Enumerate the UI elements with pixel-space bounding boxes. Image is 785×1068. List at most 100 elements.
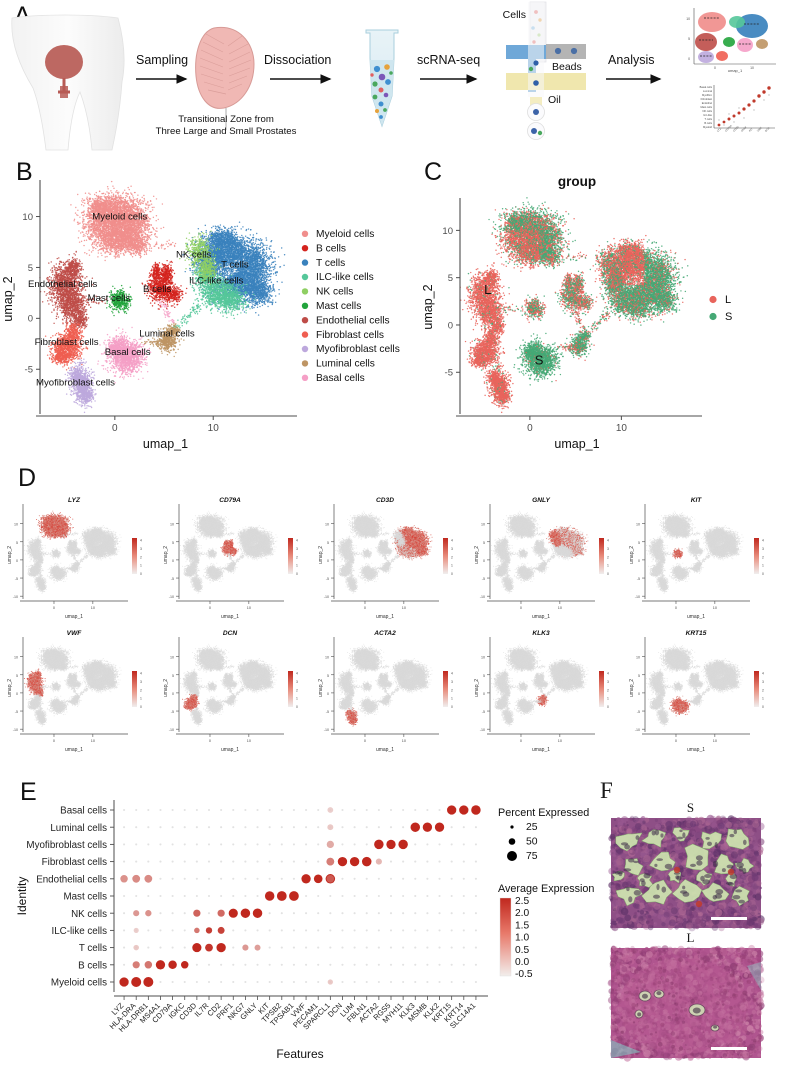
svg-text:Basal cells: Basal cells bbox=[700, 85, 713, 89]
cluster-label: Luminal cells bbox=[139, 329, 195, 340]
dotplot-dot bbox=[390, 809, 392, 811]
dotplot-dot bbox=[414, 929, 416, 931]
dotplot-ytick: Luminal cells bbox=[50, 823, 107, 834]
legend-dot bbox=[302, 231, 308, 237]
dotplot-dot bbox=[414, 964, 416, 966]
histology-image-s bbox=[611, 818, 761, 928]
colorbar bbox=[754, 538, 759, 574]
legend-dot bbox=[302, 375, 308, 381]
dotplot-dot bbox=[390, 929, 392, 931]
dotplot-dot bbox=[366, 947, 368, 949]
dotplot-dot bbox=[220, 895, 222, 897]
dotplot-dot bbox=[451, 878, 453, 880]
dotplot-dot bbox=[438, 878, 440, 880]
dotplot-dot bbox=[232, 843, 234, 845]
dotplot-dot bbox=[184, 912, 186, 914]
dotplot-dot bbox=[172, 912, 174, 914]
dotplot-dot bbox=[438, 981, 440, 983]
dotplot-dot bbox=[354, 947, 356, 949]
dotplot-dot bbox=[390, 912, 392, 914]
tube-illustration bbox=[366, 30, 398, 126]
dotplot-dot bbox=[134, 928, 139, 933]
dotplot-dot bbox=[218, 927, 225, 934]
dotplot-dot bbox=[438, 861, 440, 863]
dotplot-dot bbox=[232, 895, 234, 897]
dotplot-dot bbox=[269, 912, 271, 914]
dotplot-dot bbox=[208, 861, 210, 863]
dotplot-dot bbox=[281, 843, 283, 845]
cluster-label: T cells bbox=[221, 259, 249, 270]
dotplot-ytick: Mast cells bbox=[63, 892, 107, 903]
dotplot-dot bbox=[341, 895, 343, 897]
dotplot-dot bbox=[196, 981, 198, 983]
color-legend-tick: 1.5 bbox=[515, 920, 529, 931]
panel-b-xlabel: umap_1 bbox=[143, 437, 188, 451]
panel-f-label-s: S bbox=[596, 800, 785, 816]
microfluidics-illustration: Cells Beads Oil bbox=[503, 2, 586, 140]
featureplot-ylabel: umap_2 bbox=[629, 679, 635, 697]
dotplot-dot bbox=[196, 861, 198, 863]
dotplot-dot bbox=[277, 891, 287, 901]
dotplot-dot bbox=[232, 809, 234, 811]
dotplot-dot bbox=[451, 964, 453, 966]
featureplot-xlabel: umap_1 bbox=[376, 614, 394, 620]
step-label-scrnaseq: scRNA-seq bbox=[417, 53, 480, 67]
dotplot-dot bbox=[463, 947, 465, 949]
dotplot-dot bbox=[366, 878, 368, 880]
dotplot-dot bbox=[123, 861, 125, 863]
dotplot-dot bbox=[426, 895, 428, 897]
svg-text:T cells: T cells bbox=[705, 117, 713, 121]
dotplot-dot bbox=[475, 912, 477, 914]
colorbar bbox=[288, 671, 293, 707]
featureplot-title: CD79A bbox=[219, 497, 241, 504]
dotplot-dot bbox=[354, 843, 356, 845]
dotplot-dot bbox=[426, 861, 428, 863]
legend-label: Myeloid cells bbox=[316, 229, 374, 240]
legend-dot bbox=[709, 296, 716, 303]
dotplot-dot bbox=[123, 895, 125, 897]
dotplot-dot bbox=[327, 824, 333, 830]
dotplot-dot bbox=[366, 895, 368, 897]
dotplot-dot bbox=[256, 826, 258, 828]
dotplot-dot bbox=[376, 859, 382, 865]
tissue-caption-line1: Transitional Zone from bbox=[178, 114, 274, 125]
legend-dot bbox=[302, 346, 308, 352]
color-legend-tick: -0.5 bbox=[515, 969, 533, 980]
dotplot-dot bbox=[168, 961, 176, 969]
dotplot-dot bbox=[147, 826, 149, 828]
dotplot-dot bbox=[426, 981, 428, 983]
dotplot-dot bbox=[414, 912, 416, 914]
dotplot-dot bbox=[341, 947, 343, 949]
dotplot-dot bbox=[390, 826, 392, 828]
legend-label: ILC-like cells bbox=[316, 272, 374, 283]
svg-text:Fibroblast: Fibroblast bbox=[701, 97, 713, 101]
dotplot-dot bbox=[229, 909, 238, 918]
dotplot-dot bbox=[293, 843, 295, 845]
dotplot-dot bbox=[341, 912, 343, 914]
dotplot-dot bbox=[132, 875, 140, 883]
dotplot-dot bbox=[241, 908, 250, 917]
dotplot-dot bbox=[463, 843, 465, 845]
dotplot-dot bbox=[208, 912, 210, 914]
dotplot-dot bbox=[244, 809, 246, 811]
dotplot-dot bbox=[451, 947, 453, 949]
dotplot-dot bbox=[244, 929, 246, 931]
dotplot-dot bbox=[208, 843, 210, 845]
dotplot-dot bbox=[172, 895, 174, 897]
dotplot-dot bbox=[119, 977, 128, 986]
dotplot-dot bbox=[327, 875, 335, 883]
dotplot-dot bbox=[378, 878, 380, 880]
dotplot-dot bbox=[341, 929, 343, 931]
dotplot-dot bbox=[281, 912, 283, 914]
dotplot-dot bbox=[184, 826, 186, 828]
dotplot-dot bbox=[208, 809, 210, 811]
color-legend-tick: 2.0 bbox=[515, 908, 529, 919]
dotplot-dot bbox=[147, 895, 149, 897]
dotplot-dot bbox=[354, 895, 356, 897]
dotplot-dot bbox=[256, 981, 258, 983]
dotplot-dot bbox=[341, 826, 343, 828]
featureplot-title: LYZ bbox=[68, 497, 81, 504]
dotplot-dot bbox=[269, 809, 271, 811]
dotplot-dot bbox=[305, 809, 307, 811]
dotplot-dot bbox=[281, 981, 283, 983]
